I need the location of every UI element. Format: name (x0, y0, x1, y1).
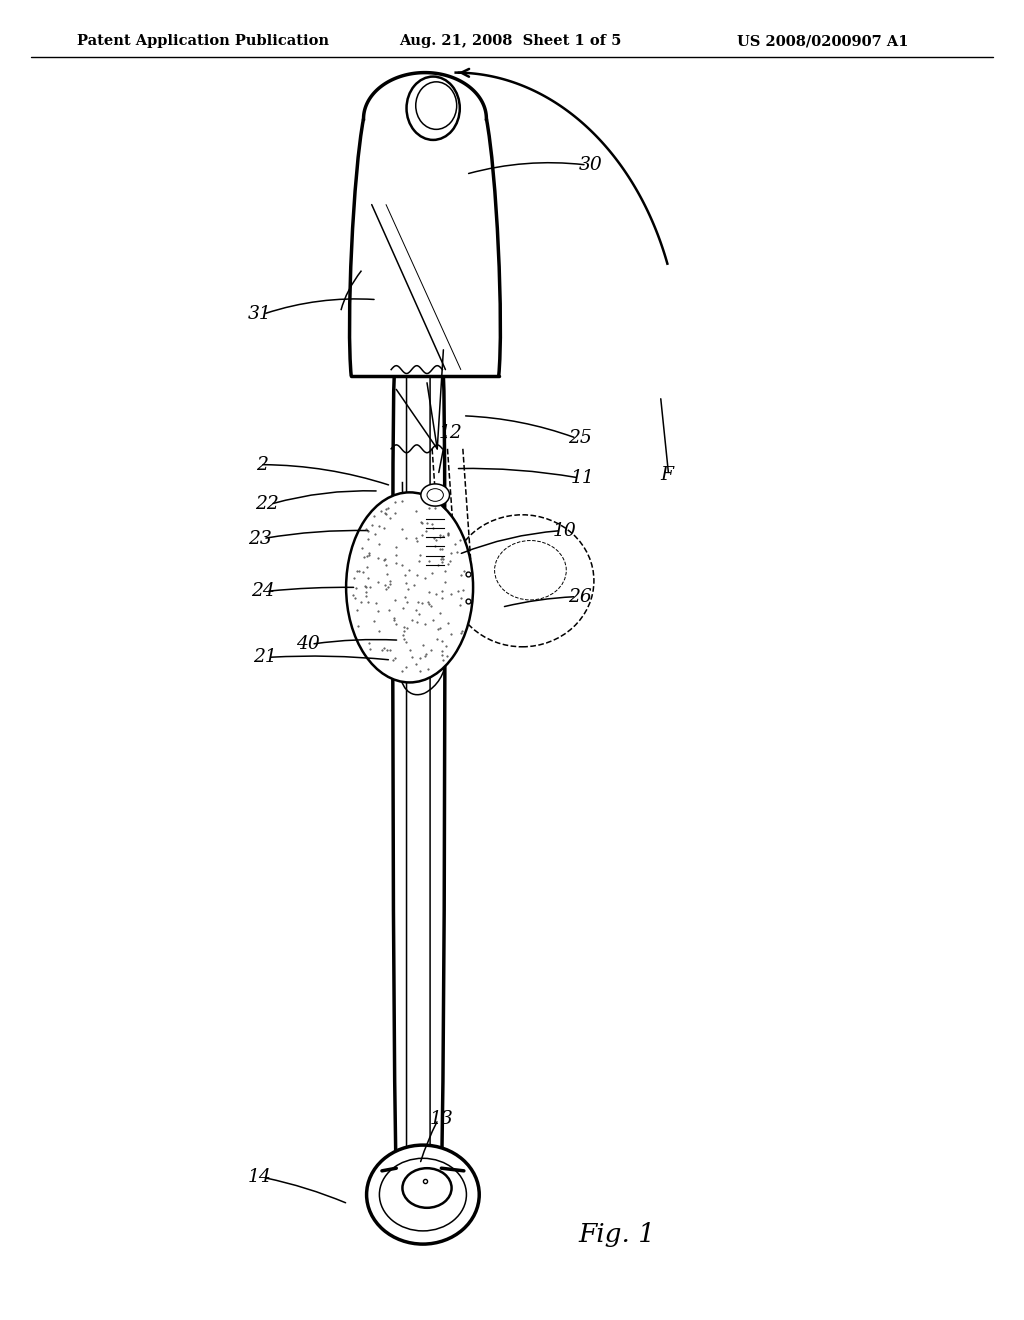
Text: 23: 23 (248, 529, 271, 548)
Text: Aug. 21, 2008  Sheet 1 of 5: Aug. 21, 2008 Sheet 1 of 5 (399, 34, 622, 49)
Text: US 2008/0200907 A1: US 2008/0200907 A1 (737, 34, 908, 49)
Text: 10: 10 (553, 521, 577, 540)
Text: 2: 2 (256, 455, 268, 474)
Text: 24: 24 (251, 582, 274, 601)
Ellipse shape (346, 492, 473, 682)
Text: 13: 13 (430, 1110, 454, 1129)
Text: Fig. 1: Fig. 1 (579, 1222, 655, 1246)
Text: 12: 12 (438, 424, 462, 442)
Ellipse shape (427, 488, 443, 502)
Text: F: F (660, 466, 674, 484)
Text: 25: 25 (568, 429, 592, 447)
Text: 22: 22 (255, 495, 279, 513)
Text: 30: 30 (579, 156, 602, 174)
Text: 21: 21 (253, 648, 276, 667)
Text: 14: 14 (248, 1168, 271, 1187)
Text: 40: 40 (296, 635, 319, 653)
Ellipse shape (407, 77, 460, 140)
Text: 31: 31 (248, 305, 271, 323)
Text: 26: 26 (568, 587, 592, 606)
Ellipse shape (367, 1144, 479, 1243)
Text: 11: 11 (570, 469, 594, 487)
Text: Patent Application Publication: Patent Application Publication (77, 34, 329, 49)
Ellipse shape (421, 484, 450, 506)
